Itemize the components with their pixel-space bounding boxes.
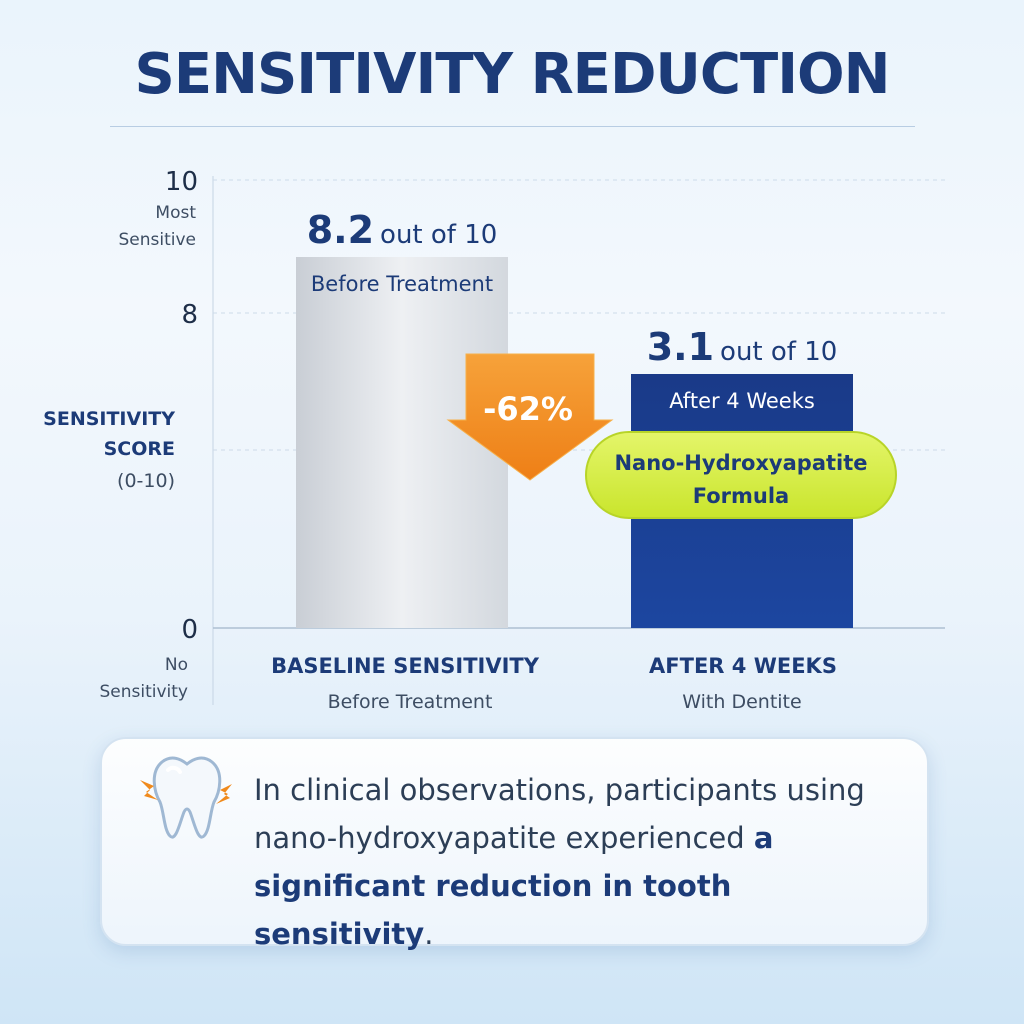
callout-text-end: .	[424, 917, 434, 951]
category-sub-label-1: With Dentite	[682, 691, 801, 713]
callout-card	[100, 737, 929, 946]
tooth-sensitivity-icon	[140, 756, 232, 839]
bar-inner-label-0: Before Treatment	[311, 272, 493, 296]
callout-text-plain: In clinical observations, participants u…	[254, 773, 865, 855]
callout-text-bold: a significant reduction in tooth sensiti…	[254, 821, 774, 951]
category-label-1: AFTER 4 WEEKS	[649, 654, 837, 678]
category-label-0: BASELINE SENSITIVITY	[271, 654, 540, 678]
bar-inner-label-1: After 4 Weeks	[669, 389, 815, 413]
y-top-label-line: Most	[155, 203, 196, 223]
title-divider	[110, 126, 915, 127]
formula-badge-line: Formula	[693, 484, 789, 508]
reduction-label: -62%	[483, 390, 573, 428]
y-top-label-line: Sensitive	[118, 230, 196, 250]
bar-value-label-0: 8.2 out of 10	[307, 208, 498, 252]
bar-chart: -62% Nano-Hydroxyapatite Formula 0 8 10 Most S…	[43, 167, 945, 713]
y-axis-title-line: (0-10)	[117, 470, 175, 492]
reduction-arrow-shape	[446, 353, 614, 481]
chart-title: SENSITIVITY REDUCTION	[134, 42, 890, 107]
category-sub-label-0: Before Treatment	[328, 691, 493, 713]
formula-badge-pill	[585, 431, 897, 519]
formula-badge: Nano-Hydroxyapatite Formula	[585, 431, 897, 519]
callout-text: In clinical observations, participants u…	[254, 766, 914, 958]
y-bottom-label-line: No	[165, 655, 188, 675]
bar-0	[296, 257, 508, 628]
y-tick-10: 10	[165, 167, 198, 197]
y-tick-8: 8	[181, 300, 198, 330]
y-bottom-label-line: Sensitivity	[99, 682, 188, 702]
y-tick-0: 0	[181, 615, 198, 645]
bar-value-label-1: 3.1 out of 10	[647, 325, 838, 369]
reduction-arrow: -62%	[446, 353, 614, 481]
formula-badge-line: Nano-Hydroxyapatite	[614, 451, 867, 475]
y-axis-title-line: SENSITIVITY	[43, 408, 175, 430]
y-axis-title-line: SCORE	[104, 438, 175, 460]
